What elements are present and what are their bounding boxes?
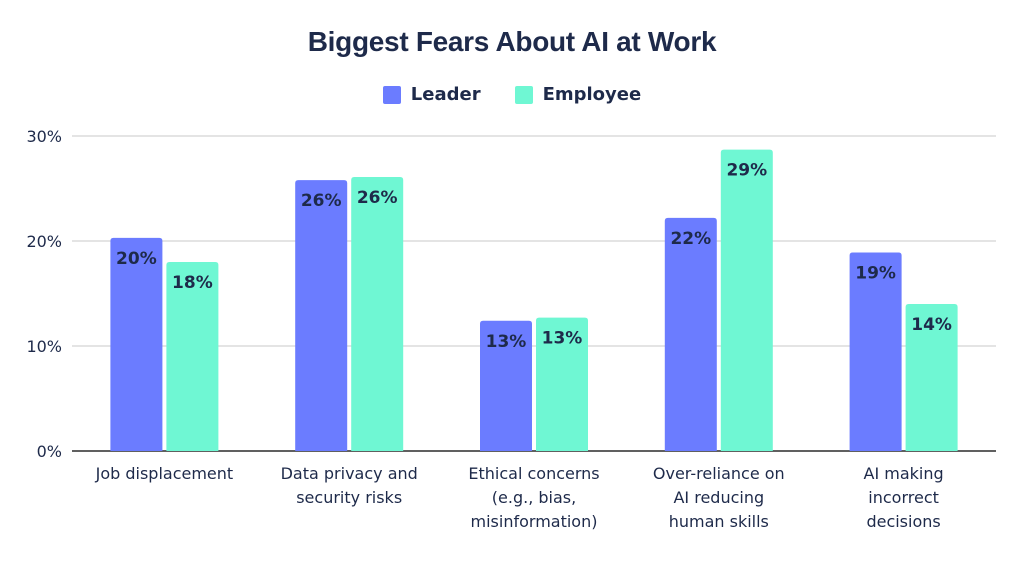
x-category-label: decisions	[866, 512, 940, 531]
chart-legend: Leader Employee	[0, 84, 1024, 105]
data-label: 29%	[726, 161, 767, 181]
x-category-label: Over-reliance on	[653, 464, 785, 483]
y-tick-label: 20%	[26, 232, 62, 251]
x-category-label: Job displacement	[95, 464, 234, 483]
x-category-label: AI making	[864, 464, 944, 483]
bar-leader	[849, 252, 902, 451]
data-label: 19%	[855, 264, 896, 284]
legend-item-leader: Leader	[382, 84, 481, 105]
x-category-label: Ethical concerns	[468, 464, 599, 483]
data-label: 13%	[542, 329, 583, 349]
legend-item-employee: Employee	[514, 84, 642, 105]
bar-leader	[664, 217, 717, 451]
bar-leader	[480, 320, 532, 451]
y-tick-label: 0%	[37, 442, 62, 461]
x-category-label: (e.g., bias,	[492, 488, 576, 507]
data-label: 18%	[172, 273, 213, 293]
data-label: 22%	[670, 229, 711, 249]
bar-employee	[351, 176, 404, 451]
data-label: 20%	[116, 249, 157, 269]
x-category-label: Data privacy and	[281, 464, 418, 483]
chart-title: Biggest Fears About AI at Work	[307, 26, 717, 57]
data-label: 26%	[301, 191, 342, 211]
data-label: 14%	[911, 315, 952, 335]
x-category-label: AI reducing	[673, 488, 764, 507]
data-label: 26%	[357, 188, 398, 208]
x-category-label: security risks	[296, 488, 402, 507]
y-tick-label: 30%	[26, 127, 62, 146]
bar-employee	[166, 262, 219, 451]
legend-swatch-employee	[514, 85, 533, 104]
bar-leader	[295, 180, 348, 451]
legend-label-leader: Leader	[410, 84, 481, 105]
bar-employee	[720, 149, 773, 451]
bar-employee	[536, 317, 588, 451]
bar-leader	[110, 237, 163, 451]
legend-label-employee: Employee	[542, 84, 642, 105]
data-label: 13%	[486, 332, 527, 352]
x-category-label: incorrect	[868, 488, 939, 507]
legend-swatch-leader	[382, 85, 401, 104]
y-tick-label: 10%	[26, 337, 62, 356]
bar-employee	[905, 304, 958, 451]
x-category-label: misinformation)	[471, 512, 598, 531]
x-category-label: human skills	[669, 512, 769, 531]
